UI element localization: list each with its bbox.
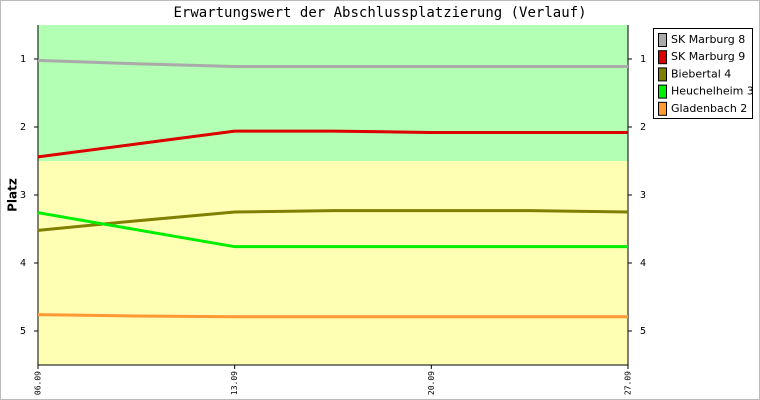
y-tick-label: 2: [20, 122, 26, 133]
x-tick-label: 06.09: [34, 371, 43, 395]
series-line: [37, 129, 628, 159]
y-tick-label: 1: [20, 54, 26, 65]
legend-label: Heuchelheim 3: [671, 85, 754, 98]
series-line: [37, 211, 628, 249]
y2-tick-label: 2: [640, 122, 646, 133]
x-tick-label: 27.09: [624, 371, 633, 395]
band: [38, 25, 628, 161]
y-tick-label: 5: [20, 326, 26, 337]
x-tick-label: 13.09: [230, 371, 239, 395]
y2-tick-label: 1: [640, 54, 646, 65]
series-line: [37, 313, 628, 319]
legend-label: SK Marburg 8: [671, 33, 745, 46]
band: [38, 161, 628, 365]
legend-swatch: [658, 84, 667, 99]
legend-swatch: [658, 101, 667, 116]
legend-swatch: [658, 67, 667, 82]
legend-swatch: [658, 33, 667, 47]
legend-swatch: [658, 50, 667, 65]
x-tick-label: 20.09: [427, 371, 436, 395]
y-axis-label: Platz: [6, 178, 20, 212]
y-tick-label: 4: [20, 258, 26, 269]
legend-label: SK Marburg 9: [671, 50, 745, 63]
series-line: [37, 209, 629, 232]
y-tick-label: 3: [20, 190, 26, 201]
y2-tick-label: 4: [640, 258, 646, 269]
legend-box: [653, 28, 753, 119]
y2-tick-label: 5: [640, 326, 646, 337]
legend-label: Gladenbach 2: [671, 102, 747, 115]
chart-title: Erwartungswert der Abschlussplatzierung …: [173, 5, 586, 21]
series-line: [37, 58, 628, 68]
legend-label: Biebertal 4: [671, 67, 731, 80]
y2-tick-label: 3: [640, 190, 646, 201]
